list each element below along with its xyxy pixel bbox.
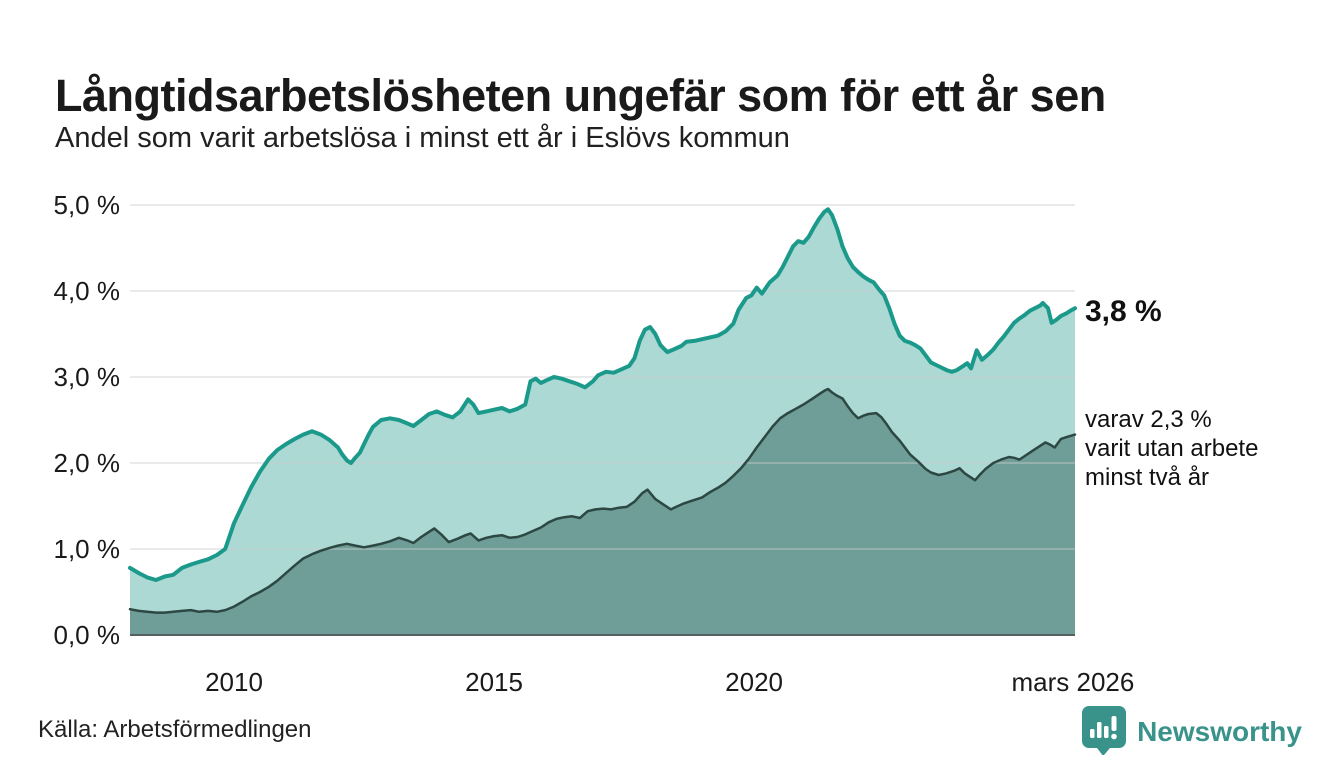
x-axis-label-mars-2026: mars 2026	[1011, 667, 1134, 697]
newsworthy-logo-icon	[1081, 705, 1127, 760]
y-axis-label-4: 4,0 %	[54, 276, 121, 306]
secondary-annotation-line-1: varav 2,3 %	[1085, 406, 1212, 433]
newsworthy-logo: Newsworthy	[1081, 705, 1302, 760]
y-axis-label-1: 1,0 %	[54, 534, 121, 564]
y-axis-label-5: 5,0 %	[54, 190, 121, 220]
x-axis-label-2020: 2020	[725, 667, 783, 697]
total-line	[128, 207, 1077, 582]
y-axis-label-3: 3,0 %	[54, 362, 121, 392]
chart-subtitle: Andel som varit arbetslösa i minst ett å…	[55, 122, 790, 154]
newsworthy-logo-text: Newsworthy	[1137, 716, 1302, 747]
source-note: Källa: Arbetsförmedlingen	[38, 716, 312, 743]
y-axis-label-0: 0,0 %	[54, 620, 121, 650]
page-title: Långtidsarbetslösheten ungefär som för e…	[55, 70, 1106, 122]
secondary-area	[130, 389, 1075, 635]
y-axis-label-2: 2,0 %	[54, 448, 121, 478]
latest-total-value-label: 3,8 %	[1085, 295, 1162, 328]
secondary-line	[128, 387, 1077, 614]
secondary-series-annotation: varav 2,3 % varit utan arbete minst två …	[1085, 405, 1258, 492]
secondary-annotation-line-3: minst två år	[1085, 464, 1210, 491]
x-axis-label-2015: 2015	[465, 667, 523, 697]
secondary-annotation-line-2: varit utan arbete	[1085, 435, 1259, 462]
x-axis-label-2010: 2010	[205, 667, 263, 697]
